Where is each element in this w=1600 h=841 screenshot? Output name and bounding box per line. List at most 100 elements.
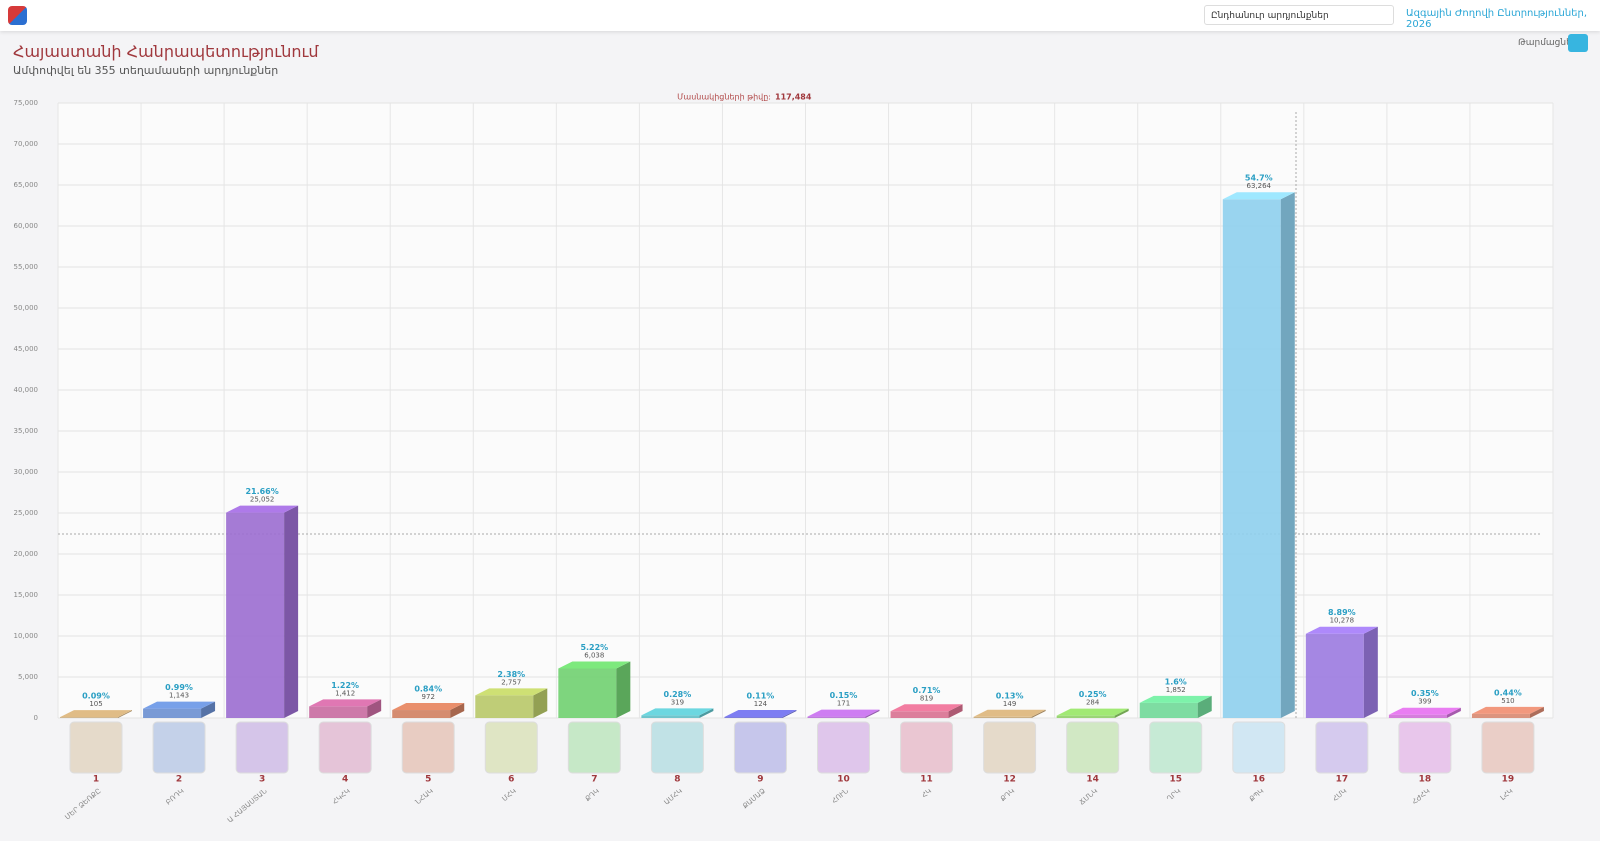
x-tick-label: 7 [591, 775, 597, 785]
chart-title: Հայաստանի Հանրապետությունում [13, 42, 319, 61]
category-abbr: ՀԿ [920, 787, 933, 800]
bar-side [948, 704, 963, 718]
x-tick-label: 8 [674, 775, 680, 785]
category-abbr: ՔԴԿ [999, 787, 1016, 803]
x-tick-label: 14 [1086, 775, 1099, 785]
share-label: 0.13% [996, 691, 1024, 700]
bar-top [1056, 708, 1129, 716]
y-tick-label: 5,000 [18, 673, 38, 681]
bar-side [367, 699, 382, 718]
category-abbr: ՂՐԿ [1165, 787, 1182, 803]
value-label: 105 [89, 700, 102, 708]
top-bar: Ընդհանուր արդյունքներ Ազգային Ժողովի Ընտ… [0, 0, 1600, 31]
election-link[interactable]: Ազգային Ժողովի Ընտրություններ, 2026 [1406, 8, 1588, 30]
bar-top [60, 710, 132, 718]
y-tick-label: 15,000 [14, 591, 39, 599]
bar-side [284, 505, 299, 718]
share-label: 1.6% [1165, 677, 1187, 686]
x-tick-label: 19 [1502, 775, 1515, 785]
value-label: 10,278 [1330, 617, 1355, 625]
bar-side [1031, 709, 1046, 718]
share-label: 8.89% [1328, 608, 1356, 617]
y-tick-label: 50,000 [14, 304, 39, 312]
bar [641, 715, 700, 718]
bar [558, 668, 617, 718]
bar-top [1471, 706, 1544, 714]
y-tick-label: 55,000 [14, 263, 39, 271]
bar-side [1446, 707, 1461, 718]
value-label: 171 [837, 700, 850, 708]
share-label: 0.44% [1494, 688, 1522, 697]
value-label: 399 [1418, 698, 1431, 706]
x-tick-label: 11 [920, 775, 933, 785]
bar-top [807, 709, 880, 717]
party-logo [1481, 721, 1535, 774]
y-tick-label: 10,000 [14, 632, 39, 640]
bar [1388, 714, 1447, 718]
party-logo [318, 721, 372, 774]
bar-top [309, 699, 382, 707]
app-logo[interactable] [8, 6, 27, 25]
x-tick-label: 5 [425, 775, 431, 785]
bar [973, 716, 1032, 718]
bar-side [201, 701, 216, 718]
value-label: 1,852 [1166, 686, 1186, 694]
party-logo [1232, 721, 1286, 774]
bar-side [1280, 192, 1295, 718]
party-logo [1315, 721, 1369, 774]
party-logo [1398, 721, 1452, 774]
results-select[interactable]: Ընդհանուր արդյունքներ [1204, 5, 1394, 25]
x-tick-label: 9 [757, 775, 763, 785]
bar-side [1197, 695, 1212, 718]
value-label: 284 [1086, 699, 1100, 707]
party-logo [900, 721, 954, 774]
party-logo [650, 721, 704, 774]
bar [1471, 713, 1530, 718]
y-tick-label: 20,000 [14, 550, 39, 558]
category-abbr: ՀՈՒՆ [830, 787, 850, 805]
x-tick-label: 15 [1169, 775, 1182, 785]
category-abbr: ԼՀԿ [1499, 787, 1515, 802]
y-tick-label: 75,000 [14, 99, 39, 107]
share-label: 2.38% [497, 670, 525, 679]
share-label: 0.15% [830, 691, 858, 700]
bar-top [1388, 707, 1461, 715]
value-label: 1,412 [335, 689, 355, 697]
annotation: Մասնակիցների թիվը: [677, 93, 771, 102]
bar [226, 512, 285, 718]
bar [1222, 199, 1281, 718]
bar [1139, 702, 1198, 718]
bar-side [1529, 706, 1544, 718]
y-tick-label: 25,000 [14, 509, 39, 517]
share-label: 0.09% [82, 692, 110, 701]
category-abbr: ՔԱՄԱՁ [741, 787, 767, 810]
x-tick-label: 12 [1003, 775, 1016, 785]
category-abbr: ՆՀԱԿ [414, 787, 435, 806]
category-abbr: ՀՄԿ [1331, 787, 1348, 803]
x-tick-label: 2 [176, 775, 182, 785]
x-tick-label: 16 [1253, 775, 1266, 785]
category-abbr: ԲՌԴԿ [164, 787, 185, 807]
bar [807, 716, 866, 718]
bar [724, 716, 783, 718]
y-tick-label: 40,000 [14, 386, 39, 394]
bar-side [616, 661, 631, 718]
party-logo [69, 721, 123, 774]
bar-top [641, 708, 714, 716]
share-label: 0.25% [1079, 690, 1107, 699]
value-label: 149 [1003, 700, 1016, 708]
y-tick-label: 60,000 [14, 222, 39, 230]
value-label: 819 [920, 694, 933, 702]
bar-side [1363, 626, 1378, 718]
x-tick-label: 17 [1336, 775, 1349, 785]
x-tick-label: 18 [1419, 775, 1432, 785]
party-logo [733, 721, 787, 774]
party-logo [401, 721, 455, 774]
share-label: 0.11% [747, 691, 775, 700]
bar [392, 710, 451, 718]
party-logo [817, 721, 870, 774]
bar [309, 706, 368, 718]
refresh-button[interactable] [1568, 34, 1588, 52]
party-logo [1149, 721, 1203, 774]
